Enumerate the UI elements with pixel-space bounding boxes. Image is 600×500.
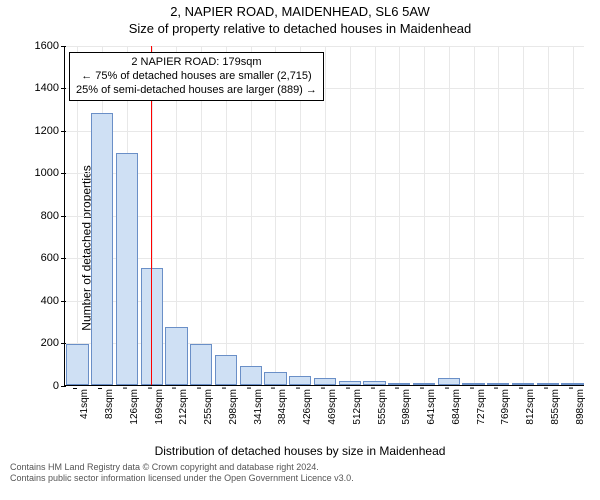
bar	[561, 383, 583, 385]
bar	[240, 366, 262, 385]
bar	[264, 372, 286, 385]
x-tick-label: 727sqm	[474, 389, 487, 425]
grid-line-v	[498, 46, 499, 385]
chart-titles: 2, NAPIER ROAD, MAIDENHEAD, SL6 5AW Size…	[0, 0, 600, 38]
grid-line-v	[350, 46, 351, 385]
bar	[289, 376, 311, 385]
grid-line-v	[573, 46, 574, 385]
y-tick-label: 1400	[35, 82, 65, 94]
annotation-line-3: 25% of semi-detached houses are larger (…	[76, 83, 317, 97]
bar	[339, 381, 361, 385]
bar	[91, 113, 113, 385]
grid-line-v	[325, 46, 326, 385]
y-tick-label: 400	[41, 295, 65, 307]
x-tick-label: 555sqm	[375, 389, 388, 425]
grid-line-v	[449, 46, 450, 385]
bar	[165, 327, 187, 384]
bar	[537, 383, 559, 385]
grid-line-v	[548, 46, 549, 385]
chart-title-address: 2, NAPIER ROAD, MAIDENHEAD, SL6 5AW	[0, 4, 600, 21]
x-tick-label: 426sqm	[300, 389, 313, 425]
plot-region: 0200400600800100012001400160041sqm83sqm1…	[64, 46, 584, 386]
chart-area: Number of detached properties 0200400600…	[0, 38, 600, 458]
bar	[462, 383, 484, 385]
y-tick-label: 600	[41, 252, 65, 264]
y-tick-label: 1200	[35, 125, 65, 137]
y-tick-label: 800	[41, 210, 65, 222]
y-tick-label: 0	[53, 380, 65, 392]
annotation-line-1: 2 NAPIER ROAD: 179sqm	[76, 55, 317, 69]
grid-line-v	[399, 46, 400, 385]
x-tick-label: 341sqm	[251, 389, 264, 425]
x-tick-label: 684sqm	[449, 389, 462, 425]
x-tick-label: 769sqm	[498, 389, 511, 425]
bar	[116, 153, 138, 385]
x-tick-label: 641sqm	[424, 389, 437, 425]
bar	[388, 383, 410, 385]
bar	[314, 378, 336, 384]
x-tick-label: 384sqm	[275, 389, 288, 425]
footer-line-1: Contains HM Land Registry data © Crown c…	[10, 462, 590, 474]
bar	[363, 381, 385, 385]
chart-title-subtitle: Size of property relative to detached ho…	[0, 21, 600, 38]
y-tick-label: 1600	[35, 40, 65, 52]
bar	[487, 383, 509, 385]
grid-line-v	[474, 46, 475, 385]
annotation-line-2: ← 75% of detached houses are smaller (2,…	[76, 69, 317, 83]
x-tick-label: 512sqm	[350, 389, 363, 425]
grid-line-v	[523, 46, 524, 385]
x-tick-label: 126sqm	[127, 389, 140, 425]
bar	[66, 344, 88, 384]
footer-attribution: Contains HM Land Registry data © Crown c…	[0, 458, 600, 485]
bar	[190, 344, 212, 384]
y-tick-label: 1000	[35, 167, 65, 179]
x-tick-label: 469sqm	[325, 389, 338, 425]
grid-line-v	[375, 46, 376, 385]
x-tick-label: 83sqm	[102, 389, 115, 419]
footer-line-2: Contains public sector information licen…	[10, 473, 590, 485]
x-tick-label: 598sqm	[399, 389, 412, 425]
x-tick-label: 212sqm	[176, 389, 189, 425]
x-axis-label: Distribution of detached houses by size …	[0, 444, 600, 458]
x-tick-label: 898sqm	[573, 389, 586, 425]
y-tick-label: 200	[41, 337, 65, 349]
x-tick-label: 41sqm	[77, 389, 90, 419]
bar	[512, 383, 534, 385]
x-tick-label: 812sqm	[523, 389, 536, 425]
grid-line-v	[424, 46, 425, 385]
bar	[413, 383, 435, 385]
x-tick-label: 298sqm	[226, 389, 239, 425]
bar	[215, 355, 237, 385]
x-tick-label: 169sqm	[152, 389, 165, 425]
x-tick-label: 855sqm	[548, 389, 561, 425]
x-tick-label: 255sqm	[201, 389, 214, 425]
marker-annotation-box: 2 NAPIER ROAD: 179sqm ← 75% of detached …	[69, 52, 324, 101]
bar	[438, 378, 460, 384]
